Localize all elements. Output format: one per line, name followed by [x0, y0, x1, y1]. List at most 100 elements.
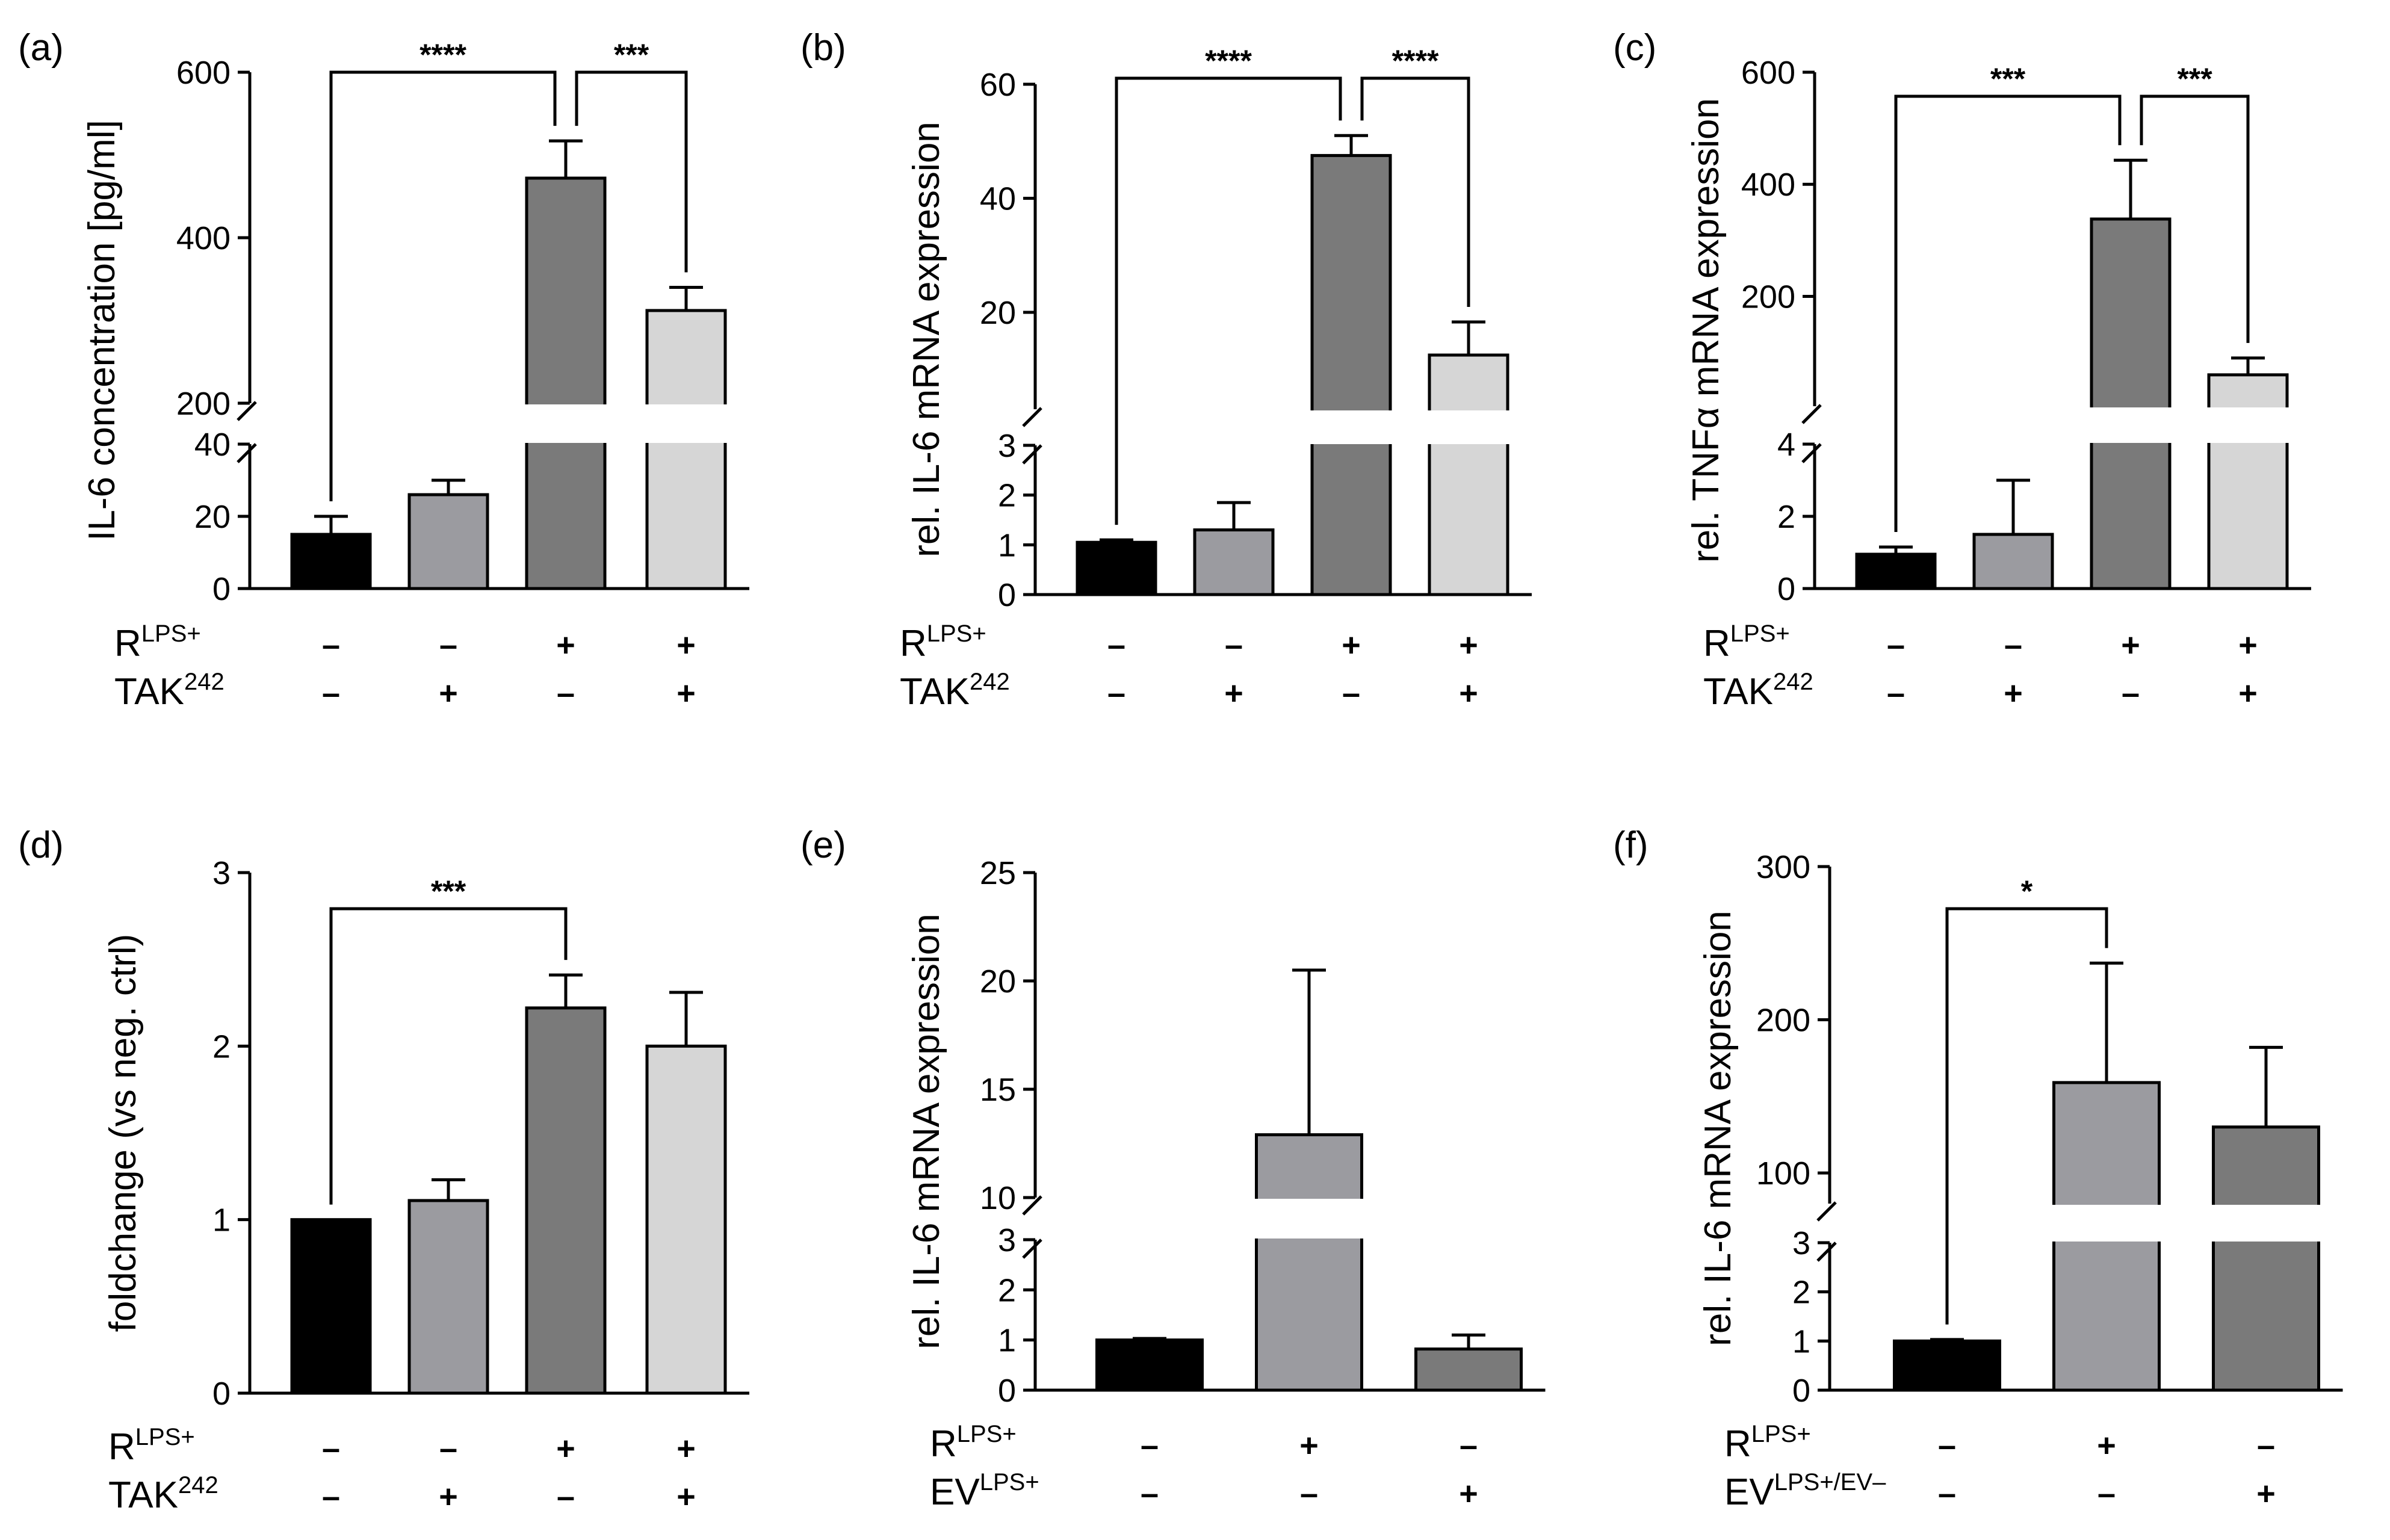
y-tick-label: 3: [212, 855, 231, 891]
y-axis-label: IL-6 concentration [pg/ml]: [81, 120, 123, 541]
condition-row-label: RLPS+: [108, 1424, 195, 1468]
condition-value: +: [2238, 675, 2258, 711]
condition-name: R: [1724, 1423, 1751, 1465]
condition-superscript: LPS+: [135, 1424, 195, 1450]
condition-value: –: [322, 1479, 340, 1515]
condition-name: EV: [1724, 1471, 1774, 1513]
y-axis-label: foldchange (vs neg. ctrl): [102, 934, 144, 1332]
y-tick-label: 2: [212, 1028, 231, 1065]
condition-name: TAK: [900, 671, 970, 713]
bar: [290, 1218, 372, 1395]
y-tick-label: 2: [998, 478, 1016, 514]
bar: [290, 533, 372, 590]
panel-b: (b) rel. IL-6 mRNA expression 0 1 2 3 20 40 60 **…: [800, 27, 1532, 713]
y-tick-label: 3: [998, 428, 1016, 464]
condition-value: –: [439, 627, 457, 663]
condition-superscript: LPS+: [1751, 1421, 1811, 1447]
condition-value: +: [1459, 1476, 1478, 1512]
condition-value: –: [1225, 627, 1243, 663]
significance-stars: ***: [614, 38, 649, 72]
bar: [407, 493, 489, 590]
condition-value: –: [557, 1479, 575, 1515]
condition-name: R: [108, 1426, 135, 1468]
condition-row-label: RLPS+: [900, 620, 986, 664]
y-axis-label: rel. TNFα mRNA expression: [1685, 98, 1727, 563]
y-tick-label: 1: [998, 527, 1016, 563]
condition-row-label: TAK242: [114, 669, 224, 713]
significance-bracket: [329, 907, 568, 1205]
significance-bracket: [329, 70, 557, 501]
condition-value: +: [676, 1430, 696, 1467]
significance-bracket: [575, 70, 688, 273]
condition-value: –: [322, 1430, 340, 1467]
y-tick-label: 25: [980, 855, 1016, 891]
y-tick-label: 60: [980, 67, 1016, 103]
y-tick-label: 200: [176, 386, 231, 422]
condition-value: +: [439, 675, 458, 711]
bar: [1193, 528, 1275, 596]
bar-break-gap: [1310, 410, 1393, 444]
y-tick-label: 1: [212, 1202, 231, 1238]
y-tick-label: 200: [1756, 1003, 1810, 1039]
bar: [525, 176, 607, 590]
condition-name: TAK: [1703, 671, 1773, 713]
significance-bracket: [1360, 76, 1470, 308]
bar: [1310, 153, 1392, 596]
y-tick-label: 2: [1777, 499, 1795, 535]
condition-value: +: [556, 627, 575, 663]
condition-superscript: 242: [970, 669, 1010, 695]
bar: [645, 309, 727, 590]
condition-value: –: [2097, 1476, 2116, 1512]
significance-stars: ***: [2177, 62, 2212, 96]
condition-value: –: [322, 627, 340, 663]
panel-label: (d): [18, 824, 64, 866]
condition-value: +: [1459, 675, 1478, 711]
condition-row-label: RLPS+: [114, 620, 201, 664]
axis-break-mark: [1022, 1238, 1042, 1259]
condition-value: –: [1342, 675, 1360, 711]
axis-break-mark: [1801, 404, 1822, 424]
condition-value: –: [2004, 627, 2022, 663]
significance-stars: ***: [1990, 62, 2026, 96]
condition-value: –: [1887, 627, 1905, 663]
condition-value: +: [676, 1479, 696, 1515]
condition-superscript: LPS+: [1730, 620, 1790, 647]
condition-value: –: [1938, 1476, 1956, 1512]
condition-value: –: [1141, 1476, 1159, 1512]
condition-row-label: TAK242: [900, 669, 1010, 713]
bar-break-gap: [2211, 1205, 2321, 1242]
bar: [1428, 353, 1509, 596]
condition-value: +: [2256, 1476, 2276, 1512]
condition-value: –: [1107, 675, 1125, 711]
y-tick-label: 600: [1741, 55, 1795, 91]
y-tick-label: 10: [980, 1180, 1016, 1216]
condition-row-label: TAK242: [1703, 669, 1813, 713]
significance-bracket: [1894, 94, 2122, 532]
significance-stars: *: [2021, 874, 2033, 908]
condition-superscript: LPS+: [980, 1469, 1039, 1495]
y-tick-label: 0: [998, 577, 1016, 613]
significance-bracket: [2140, 94, 2250, 343]
condition-value: –: [2257, 1427, 2275, 1464]
y-tick-label: 0: [212, 1376, 231, 1412]
bar-break-gap: [645, 404, 728, 443]
condition-value: –: [1141, 1427, 1159, 1464]
y-tick-label: 20: [194, 499, 231, 535]
condition-value: –: [1887, 675, 1905, 711]
condition-value: +: [2238, 627, 2258, 663]
y-tick-label: 2: [998, 1272, 1016, 1308]
condition-value: –: [2122, 675, 2140, 711]
condition-superscript: 242: [1773, 669, 1813, 695]
axis-break-mark: [1816, 1242, 1837, 1262]
condition-value: –: [322, 675, 340, 711]
y-tick-label: 2: [1792, 1275, 1810, 1311]
panel-label: (f): [1613, 824, 1649, 866]
condition-row-label: EVLPS+/EV–: [1724, 1469, 1886, 1513]
bar-break-gap: [1427, 410, 1510, 444]
condition-name: R: [900, 623, 927, 664]
condition-superscript: 242: [184, 669, 224, 695]
y-tick-label: 400: [176, 220, 231, 256]
bar: [645, 1044, 727, 1395]
significance-stars: ****: [419, 38, 466, 72]
